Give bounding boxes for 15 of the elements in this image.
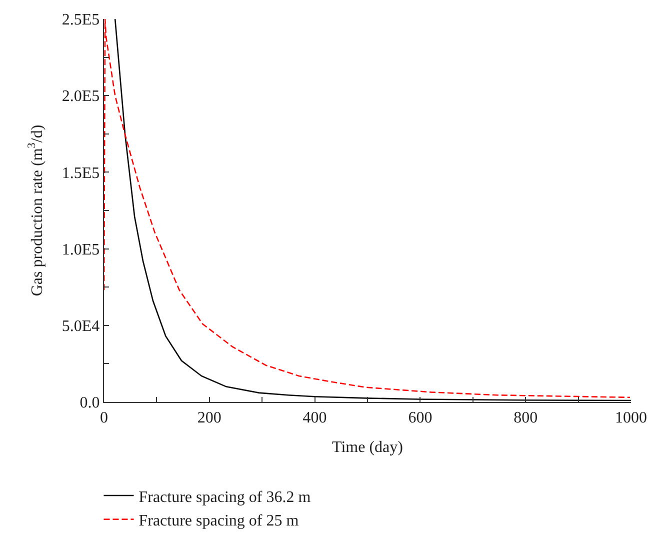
y-tick-label: 0.0 — [80, 394, 100, 412]
x-tick-label: 400 — [302, 409, 327, 426]
y-tick-label: 5.0E4 — [62, 318, 100, 335]
y-tick-label: 1.0E5 — [62, 241, 100, 258]
x-tick-label: 800 — [514, 409, 538, 426]
y-tick-label: 2.0E5 — [62, 88, 100, 106]
x-tick-label: 200 — [197, 409, 222, 426]
x-tick-label: 1000 — [615, 409, 647, 426]
x-axis-title: Time (day) — [332, 439, 403, 456]
y-tick-label: 1.5E5 — [62, 164, 100, 182]
legend-label: Fracture spacing of 25 m — [138, 512, 300, 530]
y-tick-label: 2.5E5 — [62, 12, 100, 29]
legend-label: Fracture spacing of 36.2 m — [138, 488, 312, 506]
x-tick-label: 600 — [408, 409, 432, 426]
x-tick-label: 0 — [100, 409, 108, 426]
